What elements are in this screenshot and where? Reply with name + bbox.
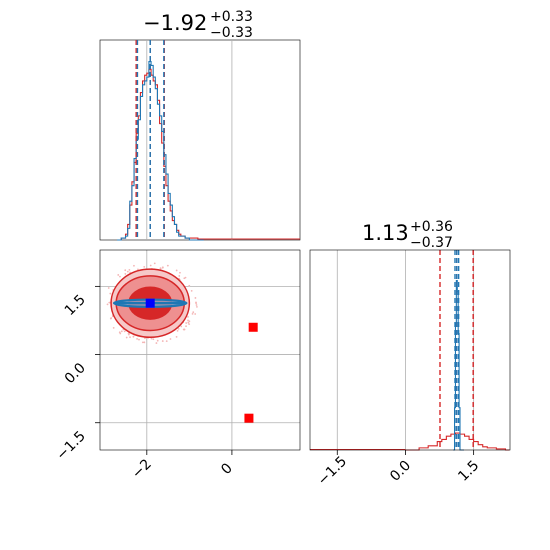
joint-ytick-label: 0.0 (62, 360, 89, 387)
joint-scatter-point (141, 341, 144, 344)
joint-scatter-point (133, 264, 135, 267)
marginal-param2-xticks: −1.5 0.0 1.5 (315, 450, 482, 489)
joint-yticks: −1.5 0.0 1.5 (53, 285, 100, 464)
joint-markers (145, 298, 258, 423)
marginal-param2-panel: −1.5 0.0 1.5 (309, 249, 511, 489)
joint-scatter-point (150, 337, 153, 340)
joint-scatter-point (152, 338, 155, 341)
joint-scatter-point (190, 289, 193, 292)
joint-scatter-point (132, 335, 135, 338)
joint-scatter-point (136, 337, 138, 340)
joint-scatter-point (161, 266, 164, 269)
joint-scatter-point (191, 312, 194, 315)
joint-scatter-point (180, 325, 183, 328)
joint-scatter-point (155, 342, 158, 344)
joint-scatter-point (185, 325, 187, 328)
joint-scatter-point (176, 330, 179, 332)
joint-scatter-point (188, 320, 191, 323)
joint-scatter-point (149, 264, 152, 267)
marginal-param2-xtick-label: 0.0 (387, 458, 414, 485)
joint-scatter-point (185, 322, 188, 324)
joint-xticks: −2 0 (129, 450, 236, 482)
joint-scatter-point (194, 313, 197, 315)
title-param1-median: −1.92 (143, 11, 207, 35)
joint-blue-marker (145, 298, 155, 308)
joint-scatter-point (128, 268, 131, 271)
marginal-param1-series (117, 61, 300, 241)
joint-ytick-label: 1.5 (62, 292, 89, 319)
marginal-param2-xtick-label: −1.5 (315, 453, 350, 488)
joint-scatter-point (169, 338, 172, 340)
marginal-param1-blue-histogram (117, 61, 204, 241)
marginal-param2-red-histogram (405, 432, 510, 451)
joint-scatter-point (188, 323, 191, 325)
joint-scatter-point (195, 301, 197, 304)
title-param2-minus: −0.37 (410, 235, 453, 251)
marginal-param2-frame (309, 249, 511, 451)
marginal-param1-panel (99, 39, 301, 241)
joint-xtick-label: 0 (218, 460, 236, 478)
joint-scatter-point (124, 269, 127, 272)
joint-xtick-label: −2 (129, 456, 155, 482)
joint-scatter-point (125, 336, 128, 339)
joint-scatter-point (187, 315, 189, 318)
joint-scatter-point (188, 284, 191, 287)
title-param2-median: 1.13 (362, 221, 409, 245)
title-param2-plus: +0.36 (410, 219, 453, 235)
joint-scatter-point (156, 339, 159, 342)
joint-scatter-point (165, 340, 168, 343)
joint-scatter-point (187, 319, 189, 322)
joint-scatter-point (192, 311, 195, 314)
joint-red-marker (248, 322, 258, 332)
marginal-param1-grid (146, 40, 233, 240)
title-param1-plus: +0.33 (210, 9, 253, 25)
joint-scatter-point (123, 330, 126, 333)
joint-scatter-point (153, 262, 156, 265)
joint-frame (99, 249, 301, 451)
joint-scatter-point (119, 275, 121, 278)
joint-scatter-point (120, 330, 123, 333)
marginal-param2-quantiles (439, 250, 474, 450)
joint-scatter-point (159, 267, 162, 270)
marginal-param2-grid (336, 250, 475, 450)
joint-scatter-point (178, 275, 181, 277)
joint-scatter-point (127, 333, 130, 336)
title-param1-minus: −0.33 (210, 25, 253, 41)
title-param1: −1.92 (143, 11, 207, 35)
joint-scatter-point (177, 327, 180, 330)
title-param2: 1.13 (362, 221, 409, 245)
joint-scatter-point (129, 336, 131, 338)
joint-scatter-point (126, 270, 129, 273)
joint-scatter-point (143, 341, 146, 344)
joint-ytick-label: −1.5 (53, 428, 88, 463)
joint-scatter-point (175, 335, 178, 338)
joint-scatter-point (179, 271, 181, 274)
joint-scatter-point (143, 265, 146, 268)
joint-scatter-point (195, 304, 198, 306)
joint-scatter-point (112, 326, 115, 329)
joint-panel: −2 0 −1.5 0.0 1.5 (53, 249, 301, 482)
joint-scatter-point (194, 297, 197, 299)
joint-scatter-point (161, 340, 164, 342)
joint-scatter-point (138, 338, 140, 341)
joint-scatter-point (175, 269, 178, 272)
joint-scatter-point (196, 306, 198, 308)
joint-scatter-point (182, 328, 185, 331)
joint-scatter-point (124, 273, 127, 275)
joint-scatter-point (187, 321, 190, 324)
joint-red-marker (244, 413, 254, 423)
joint-scatter-point (166, 264, 169, 267)
joint-scatter-point (107, 287, 110, 289)
joint-scatter-point (117, 274, 120, 276)
joint-scatter-point (109, 317, 112, 320)
marginal-param2-series (310, 280, 510, 451)
marginal-param1-quantiles (135, 40, 165, 240)
joint-scatter-point (106, 303, 109, 306)
joint-scatter-point (109, 292, 112, 295)
marginal-param2-xtick-label: 1.5 (455, 458, 482, 485)
joint-scatter-point (118, 331, 121, 334)
joint-scatter-point (184, 276, 187, 279)
